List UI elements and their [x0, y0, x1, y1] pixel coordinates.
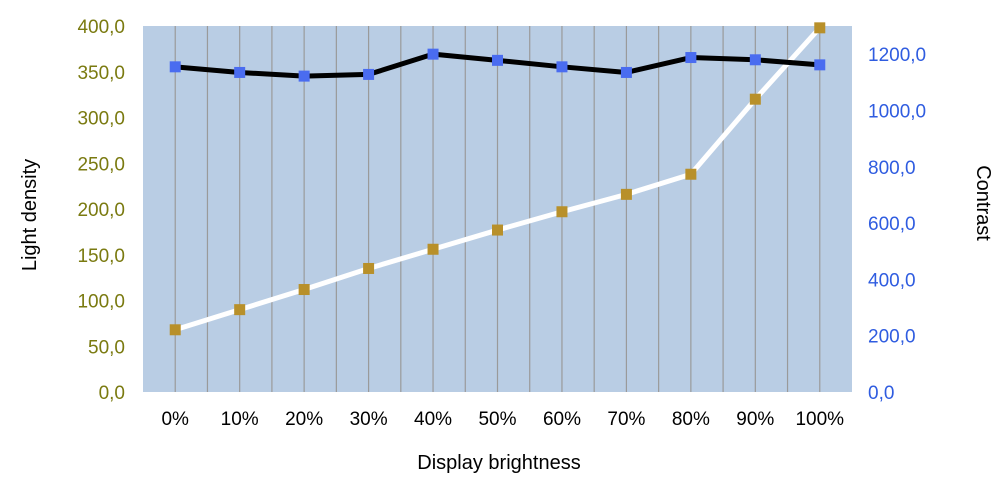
right-tick-label: 1200,0	[868, 45, 926, 66]
data-point-right	[620, 66, 632, 78]
data-point-right	[169, 61, 181, 73]
x-tick-label: 70%	[607, 409, 645, 430]
data-point-right	[749, 54, 761, 66]
data-point-left	[620, 188, 632, 200]
data-point-left	[169, 324, 181, 336]
left-tick-label: 100,0	[77, 292, 125, 313]
x-tick-label: 10%	[221, 409, 259, 430]
data-point-right	[234, 66, 246, 78]
data-point-right	[427, 48, 439, 60]
data-point-left	[234, 304, 246, 316]
y-axis-title-right: Contrast	[972, 165, 994, 241]
data-point-left	[427, 243, 439, 255]
data-point-left	[492, 224, 503, 236]
left-tick-label: 400,0	[77, 17, 125, 38]
left-tick-label: 200,0	[77, 200, 125, 221]
x-tick-label: 20%	[285, 409, 323, 430]
data-point-left	[363, 262, 375, 274]
right-axis-ticks: 0,0 200,0 400,0 600,0 800,0 1000,0 1200,0	[868, 45, 926, 404]
x-tick-label: 100%	[795, 409, 844, 430]
left-tick-label: 50,0	[88, 337, 125, 358]
x-axis-title: Display brightness	[417, 452, 580, 474]
right-tick-label: 600,0	[868, 214, 916, 235]
x-axis-ticks: 0% 10% 20% 30% 40% 50% 60% 70% 80% 90% 100%	[161, 409, 844, 430]
left-tick-label: 150,0	[77, 246, 125, 267]
right-tick-label: 800,0	[868, 158, 916, 179]
x-tick-label: 40%	[414, 409, 452, 430]
data-point-right	[492, 54, 503, 66]
left-tick-label: 250,0	[77, 154, 125, 175]
data-point-left	[749, 93, 761, 105]
data-point-left	[685, 168, 697, 180]
data-point-right	[363, 68, 375, 80]
data-point-right	[814, 59, 826, 71]
x-tick-label: 50%	[478, 409, 516, 430]
x-tick-label: 80%	[672, 409, 710, 430]
data-point-left	[556, 206, 568, 218]
right-tick-label: 400,0	[868, 270, 916, 291]
data-point-right	[685, 52, 697, 64]
right-tick-label: 200,0	[868, 327, 916, 348]
x-tick-label: 30%	[350, 409, 388, 430]
right-tick-label: 0,0	[868, 383, 894, 404]
y-axis-title-left: Light density	[19, 159, 41, 271]
data-point-left	[298, 284, 310, 296]
left-axis-ticks: 0,0 50,0 100,0 150,0 200,0 250,0 300,0 350,0 400…	[77, 17, 125, 404]
series-layer	[169, 22, 826, 336]
grid-lines	[174, 26, 821, 392]
data-point-right	[556, 61, 568, 73]
left-tick-label: 300,0	[77, 109, 125, 130]
x-tick-label: 90%	[736, 409, 774, 430]
x-tick-label: 60%	[543, 409, 581, 430]
left-tick-label: 350,0	[77, 63, 125, 84]
right-tick-label: 1000,0	[868, 101, 926, 122]
data-point-right	[298, 70, 310, 82]
x-tick-label: 0%	[161, 409, 189, 430]
left-tick-label: 0,0	[99, 383, 125, 404]
data-point-left	[814, 22, 826, 34]
